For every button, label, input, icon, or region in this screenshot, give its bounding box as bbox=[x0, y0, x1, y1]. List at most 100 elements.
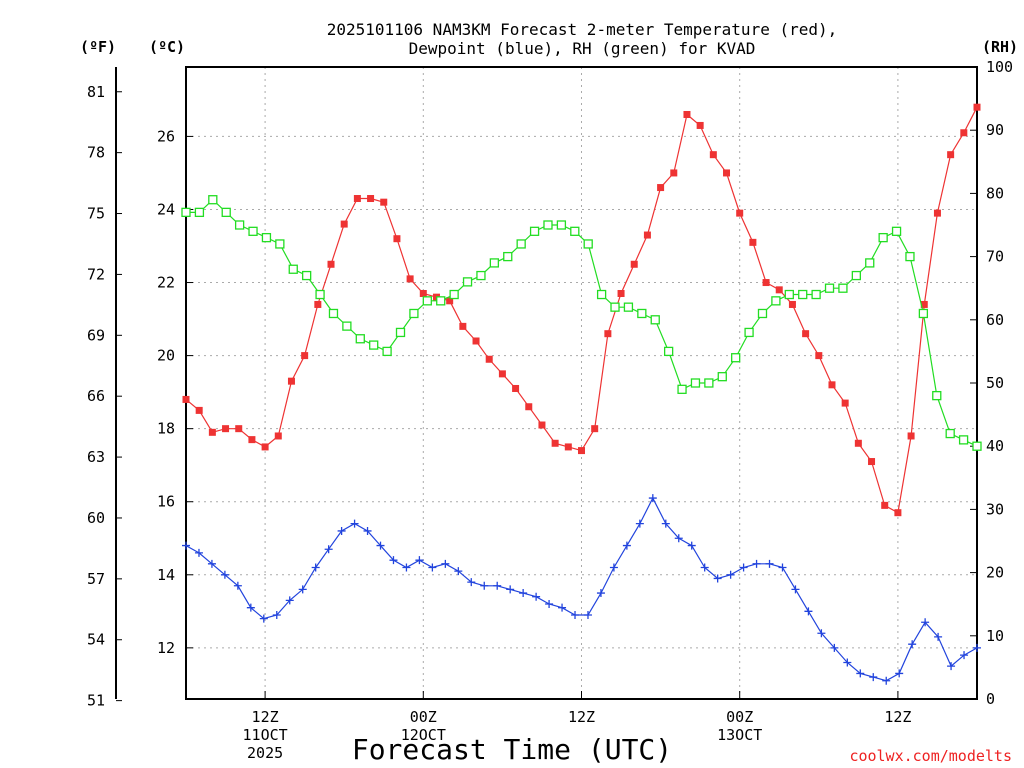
temperature-point bbox=[380, 198, 388, 206]
f-tick-label: 81 bbox=[87, 83, 105, 101]
temperature-point bbox=[762, 279, 770, 287]
rh-point bbox=[811, 289, 821, 300]
rh-point bbox=[556, 220, 567, 230]
rh-point bbox=[194, 207, 205, 218]
x-tick-label: 00Z bbox=[726, 708, 753, 726]
dewpoint-point bbox=[337, 526, 346, 535]
x-axis-label: Forecast Time (UTC) bbox=[352, 733, 672, 766]
dewpoint-point bbox=[182, 541, 190, 550]
dewpoint-point bbox=[350, 519, 359, 528]
rh-point bbox=[945, 428, 955, 439]
dewpoint-point bbox=[947, 662, 956, 671]
rh-point bbox=[409, 308, 419, 319]
f-tick-label: 72 bbox=[87, 265, 105, 283]
rh-point bbox=[288, 264, 298, 274]
dewpoint-point bbox=[856, 669, 865, 678]
dewpoint-point bbox=[207, 559, 216, 568]
dewpoint-point bbox=[765, 559, 774, 568]
temperature-point bbox=[525, 403, 533, 411]
dewpoint-point bbox=[713, 574, 722, 583]
dewpoint-point bbox=[882, 676, 891, 685]
dewpoint-point bbox=[674, 534, 683, 543]
rh-point bbox=[663, 346, 674, 357]
celsius-axis-unit: (ºC) bbox=[149, 38, 185, 56]
rh-point bbox=[623, 302, 634, 312]
rh-point bbox=[275, 239, 285, 249]
c-tick-label: 18 bbox=[157, 420, 175, 438]
data-series bbox=[181, 103, 982, 685]
f-tick-label: 57 bbox=[87, 570, 105, 588]
temperature-point bbox=[907, 432, 915, 440]
dewpoint-point bbox=[583, 610, 592, 619]
rh-point bbox=[958, 435, 969, 445]
rh-point bbox=[462, 277, 473, 287]
dewpoint-point bbox=[415, 556, 424, 565]
rh-point bbox=[650, 315, 660, 325]
c-tick-label: 22 bbox=[157, 274, 175, 292]
dewpoint-point bbox=[804, 607, 813, 616]
temperature-point bbox=[301, 352, 309, 360]
temperature-point bbox=[815, 352, 823, 360]
temperature-point bbox=[670, 169, 678, 177]
chart-title-line1: 2025101106 NAM3KM Forecast 2-meter Tempe… bbox=[327, 20, 838, 39]
rh-point bbox=[529, 226, 540, 236]
dewpoint-point bbox=[571, 610, 580, 619]
dewpoint-point bbox=[519, 589, 528, 598]
temperature-point bbox=[749, 238, 757, 246]
temperature-point bbox=[538, 421, 546, 429]
dewpoint-point bbox=[791, 585, 800, 594]
rh-tick-label: 30 bbox=[986, 500, 1004, 518]
temperature-point bbox=[920, 300, 928, 308]
temperature-point bbox=[419, 289, 427, 297]
dewpoint-point bbox=[895, 669, 904, 678]
rh-point bbox=[744, 327, 754, 338]
c-tick-label: 24 bbox=[157, 200, 175, 218]
f-tick-label: 75 bbox=[87, 205, 105, 223]
fahrenheit-axis-unit: (ºF) bbox=[80, 38, 116, 56]
dewpoint-point bbox=[194, 548, 203, 557]
temperature-point bbox=[182, 395, 190, 403]
c-tick-label: 26 bbox=[157, 127, 175, 145]
temperature-point bbox=[195, 406, 203, 414]
dewpoint-point bbox=[285, 596, 294, 605]
rh-point bbox=[503, 251, 513, 262]
rh-point bbox=[436, 296, 446, 306]
rh-point bbox=[570, 226, 580, 236]
temperature-point bbox=[696, 121, 704, 129]
dewpoint-point bbox=[441, 559, 450, 568]
x-tick-label: 12Z bbox=[252, 708, 279, 726]
temperature-point bbox=[472, 337, 480, 345]
dewpoint-point bbox=[454, 567, 463, 576]
temperature-point bbox=[788, 300, 796, 308]
dewpoint-point bbox=[973, 643, 981, 652]
temperature-point bbox=[446, 297, 454, 305]
rh-point bbox=[838, 283, 848, 293]
temperature-point bbox=[933, 209, 941, 217]
temperature-point bbox=[630, 260, 638, 268]
temperature-point bbox=[683, 110, 691, 118]
dewpoint-point bbox=[298, 585, 307, 594]
c-tick-label: 16 bbox=[157, 493, 175, 511]
temperature-point bbox=[261, 443, 269, 451]
dewpoint-point bbox=[934, 632, 943, 641]
rh-point bbox=[476, 270, 486, 281]
x-tick-label: 12Z bbox=[884, 708, 911, 726]
temperature-point bbox=[775, 286, 783, 294]
c-tick-label: 14 bbox=[157, 566, 175, 584]
rh-point bbox=[784, 289, 794, 300]
temperature-point bbox=[617, 289, 625, 297]
dewpoint-point bbox=[739, 563, 748, 572]
rh-point bbox=[302, 270, 312, 281]
temperature-point bbox=[485, 355, 493, 363]
temperature-point bbox=[327, 260, 335, 268]
plot-frame bbox=[185, 66, 978, 700]
temperature-point bbox=[564, 443, 572, 451]
dewpoint-point bbox=[324, 545, 333, 554]
dewpoint-point bbox=[272, 610, 281, 619]
dewpoint-point bbox=[480, 581, 489, 590]
rh-point bbox=[221, 207, 231, 218]
dewpoint-point bbox=[311, 563, 320, 572]
temperature-point bbox=[802, 330, 810, 338]
f-tick-label: 51 bbox=[87, 692, 105, 710]
rh-point bbox=[972, 441, 982, 451]
